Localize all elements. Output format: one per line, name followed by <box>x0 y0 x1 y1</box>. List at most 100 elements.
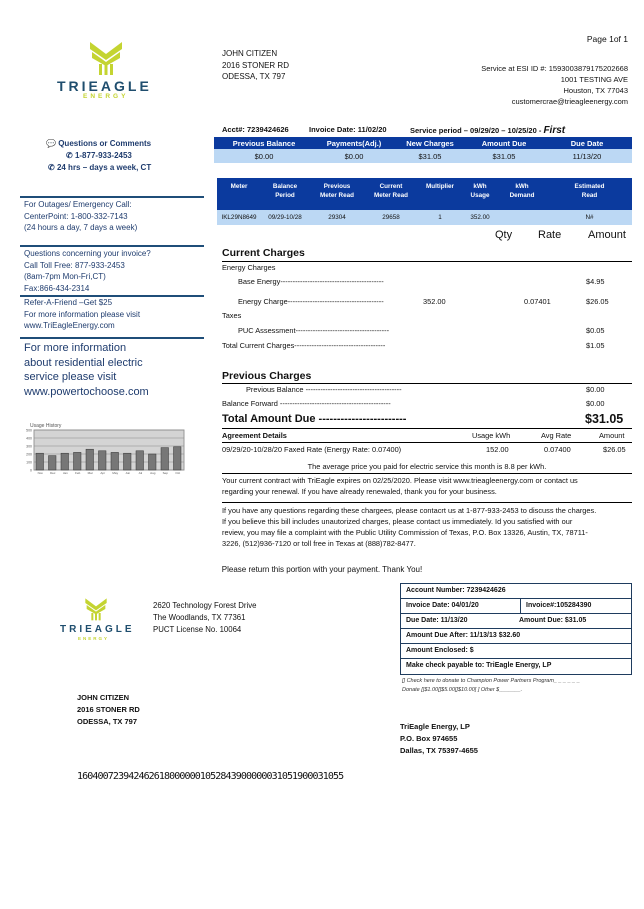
month-label: Aug <box>150 471 156 475</box>
meter-col-header: Multiplier <box>426 183 454 190</box>
summary-values: $0.00 $0.00 $31.05 $31.05 11/13/20 <box>214 149 632 163</box>
logo-name: TRIEAGLE <box>60 624 135 635</box>
dispute-line: If you have any questions regarding thes… <box>222 506 597 515</box>
y-tick-label: 400 <box>26 437 32 441</box>
mailing-address: JOHN CITIZEN 2016 STONER RD ODESSA, TX 7… <box>77 692 140 728</box>
summary-val: 11/13/20 <box>572 151 602 161</box>
month-label: Mar <box>88 471 93 475</box>
usage-history-chart: Usage History 0 100 200 300 400 500 Nov Dec Jan Fe… <box>26 423 185 475</box>
month-label: Oct <box>175 471 180 475</box>
agreement-header: Usage kWh <box>472 431 511 440</box>
divider <box>222 473 632 474</box>
invoice-q-line: Call Toll Free: 877-933-2453 <box>24 260 125 270</box>
remit-line: Dallas, TX 75397-4655 <box>400 746 478 755</box>
donation-note[interactable]: [] Check here to donate to Champion Powe… <box>402 677 580 695</box>
total-due-label: Total Amount Due -----------------------… <box>222 413 407 425</box>
logo-sub: ENERGY <box>83 93 129 100</box>
y-tick-label: 500 <box>26 429 32 433</box>
more-info-line: service please visit <box>24 371 117 383</box>
refer-text: For more information please visit <box>24 309 141 319</box>
payment-stub: Account Number: 7239424626 Invoice Date:… <box>400 583 632 675</box>
company-addr-line: The Woodlands, TX 77361 <box>153 613 246 622</box>
divider <box>20 337 204 339</box>
taxes-label: Taxes <box>222 311 242 320</box>
remit-line: TriEagle Energy, LP <box>400 722 470 731</box>
trieagle-logo <box>86 40 124 78</box>
meter-col-header: Meter <box>230 183 248 190</box>
chat-icon: 💬 <box>46 139 56 148</box>
contact-block: 💬 Questions or Comments ✆ 1-877-933-2453… <box>46 138 151 174</box>
qty-heading: Qty <box>495 229 513 241</box>
stub-payable: Make check payable to: TriEagle Energy, … <box>406 662 552 669</box>
divider <box>222 428 632 429</box>
energy-charges-label: Energy Charges <box>222 263 276 272</box>
meter-values: IKL29N8649 09/29-10/28 29304 29658 1 352.00 N# <box>217 210 632 225</box>
remit-line: P.O. Box 974655 <box>400 734 458 743</box>
company-addr-line: 2620 Technology Forest Drive <box>153 601 257 610</box>
donate-amount-line[interactable]: Donate []$1.00[]$5.00[]$10.00[ ] Other $… <box>402 687 523 693</box>
trieagle-link[interactable]: www.TriEagleEnergy.com <box>24 321 115 330</box>
month-label: Sep <box>163 471 169 475</box>
esi-id: Service at ESI ID #: 1593003879175202668 <box>481 64 628 73</box>
divider <box>222 261 632 262</box>
donate-checkbox-line[interactable]: [] Check here to donate to Champion Powe… <box>402 678 580 684</box>
mail-name: JOHN CITIZEN <box>77 693 130 702</box>
divider <box>222 502 632 503</box>
page-number: Page 1of 1 <box>586 34 628 44</box>
agreement-amount: $26.05 <box>603 445 626 454</box>
stub-invoice-number: Invoice#:105284390 <box>526 602 592 609</box>
outage-line: (24 hours a day, 7 days a week) <box>24 223 138 232</box>
invoice-questions: Questions concerning your invoice? Call … <box>24 248 151 294</box>
divider <box>222 383 632 384</box>
service-email[interactable]: customercrae@trieagleenergy.com <box>511 97 628 106</box>
usage-bar <box>123 452 132 471</box>
meter-col-value: 09/29-10/28 <box>268 214 302 221</box>
month-label: Feb <box>75 471 81 475</box>
previous-charges-title: Previous Charges <box>222 370 312 382</box>
dispute-line: 3226, (512)936-7120 or toll free in Texa… <box>222 539 416 548</box>
usage-bar <box>98 450 107 471</box>
meter-col-header: kWh Demand <box>509 183 535 199</box>
month-label: Nov <box>38 471 44 475</box>
previous-balance-amount: $0.00 <box>586 385 605 394</box>
usage-bar <box>135 450 144 471</box>
dispute-line: If you believe this bill includes unauto… <box>222 517 573 526</box>
contact-phone[interactable]: 1-877-933-2453 <box>74 151 132 160</box>
base-energy-amount: $4.95 <box>586 277 605 286</box>
more-info-line: about residential electric <box>24 356 143 369</box>
remit-address: TriEagle Energy, LP P.O. Box 974655 Dall… <box>400 721 478 757</box>
agreement-desc: 09/29/20-10/28/20 Faxed Rate (Energy Rat… <box>222 445 402 454</box>
mail-city: ODESSA, TX 797 <box>77 717 138 726</box>
outage-info: For Outages/ Emergency Call: CenterPoint… <box>24 199 137 234</box>
stub-amount-due: Amount Due: $31.05 <box>519 617 587 624</box>
summary-col: Due Date <box>570 138 604 148</box>
usage-bar <box>148 453 157 471</box>
agreement-header: Amount <box>599 431 625 440</box>
service-city: Houston, TX 77043 <box>563 86 629 95</box>
month-label: May <box>112 471 118 475</box>
y-tick-label: 300 <box>26 445 32 449</box>
logo-sub: ENERGY <box>78 636 110 641</box>
month-label: Dec <box>50 471 56 475</box>
usage-bar <box>48 455 57 471</box>
contract-line: Your current contract with TriEagle expi… <box>222 476 578 485</box>
total-due-amount: $31.05 <box>585 412 624 426</box>
stub-amount-after: Amount Due After: 11/13/13 $32.60 <box>401 629 631 644</box>
meter-col-value: 1 <box>438 214 442 221</box>
eagle-logo-icon <box>90 42 122 75</box>
invoice-q-line: Questions concerning your invoice? <box>24 249 151 258</box>
stub-amount-enclosed[interactable]: Amount Enclosed: $ <box>401 644 631 659</box>
y-tick-label: 200 <box>26 453 32 457</box>
powertochoose-link[interactable]: www.powertochoose.com <box>24 385 149 398</box>
agreement-usage: 152.00 <box>486 445 509 454</box>
company-address: 2620 Technology Forest Drive The Woodlan… <box>153 600 256 636</box>
base-energy-label: Base Energy-----------------------------… <box>238 277 384 286</box>
summary-col: Payments(Adj.) <box>326 138 382 148</box>
summary-col: Previous Balance <box>232 138 296 148</box>
amount-heading: Amount <box>588 229 626 241</box>
summary-val: $31.05 <box>492 151 516 161</box>
energy-charge-amount: $26.05 <box>586 297 609 306</box>
acct-number: Acct#: 7239424626 <box>222 125 289 134</box>
total-current-amount: $1.05 <box>586 341 605 350</box>
y-tick-label: 0 <box>30 469 32 473</box>
